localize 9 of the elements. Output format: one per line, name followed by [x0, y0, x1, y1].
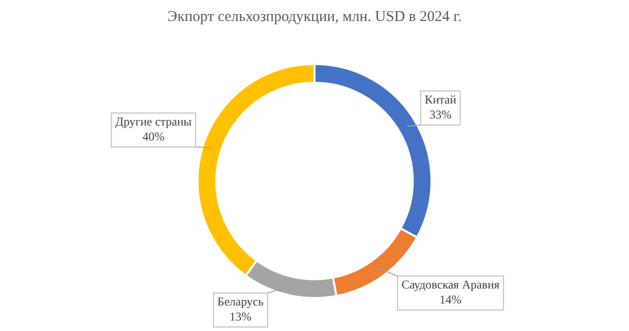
- slice-label: Саудовская Аравия: [401, 278, 500, 292]
- data-label: 14%: [440, 292, 462, 307]
- chart-title: Экпорт сельхозпродукции, млн. USD в 2024 г.: [167, 8, 462, 25]
- slice-label: Другие страны: [115, 114, 192, 129]
- data-label: 13%: [230, 310, 252, 324]
- data-label: 40%: [142, 130, 164, 144]
- slice-label: Китай: [424, 92, 457, 107]
- slice-label: Беларусь: [217, 294, 264, 309]
- data-label: 33%: [430, 108, 452, 122]
